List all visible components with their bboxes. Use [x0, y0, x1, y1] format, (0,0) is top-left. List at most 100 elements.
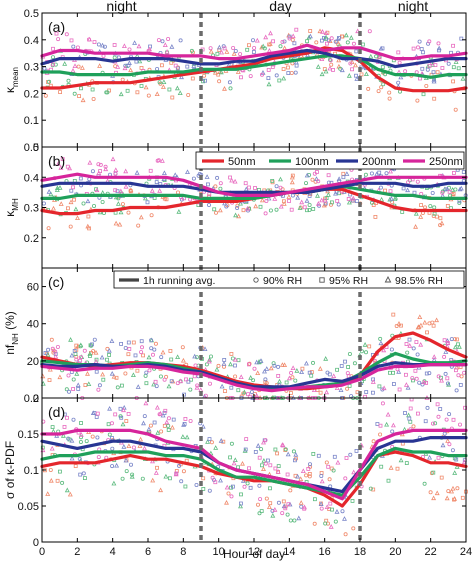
- legend-box: [113, 270, 465, 289]
- scatter-point: [420, 66, 425, 71]
- scatter-point: [65, 415, 69, 420]
- scatter-point: [431, 323, 436, 328]
- scatter-point: [440, 190, 445, 195]
- scatter-point: [231, 460, 237, 466]
- scatter-point: [122, 65, 128, 71]
- scatter-point: [213, 445, 219, 450]
- scatter-point: [368, 486, 373, 491]
- scatter-point: [305, 208, 309, 213]
- scatter-point: [413, 210, 419, 216]
- scatter-point: [119, 415, 124, 420]
- scatter-point: [247, 361, 252, 366]
- scatter-point: [373, 214, 378, 219]
- scatter-point: [100, 371, 106, 377]
- x-tick-label: 6: [145, 546, 151, 558]
- scatter-point: [278, 176, 283, 182]
- scatter-point: [248, 375, 254, 380]
- series-line-100nm: [40, 184, 468, 200]
- scatter-point: [126, 352, 131, 357]
- scatter-point: [143, 373, 148, 378]
- scatter-point: [45, 491, 51, 496]
- scatter-point: [115, 201, 121, 206]
- scatter-point: [191, 63, 197, 68]
- y-axis-label-main: κ: [3, 210, 17, 217]
- scatter-point: [276, 500, 281, 505]
- scatter-point: [461, 170, 466, 174]
- scatter-point: [207, 381, 212, 386]
- scatter-point: [366, 86, 371, 91]
- scatter-point: [254, 392, 260, 398]
- scatter-point: [235, 203, 240, 208]
- scatter-point: [208, 48, 214, 54]
- panel-label: (a): [48, 19, 65, 35]
- scatter-point: [347, 351, 352, 356]
- scatter-point: [323, 30, 329, 35]
- scatter-point: [79, 435, 84, 440]
- scatter-point: [201, 79, 206, 84]
- scatter-point: [250, 38, 255, 43]
- scatter-point: [263, 34, 269, 40]
- scatter-point: [218, 186, 223, 191]
- y-axis-label: κMH: [3, 198, 20, 217]
- scatter-point: [414, 340, 419, 345]
- scatter-point: [444, 417, 449, 422]
- scatter-point: [285, 451, 291, 457]
- scatter-point: [48, 467, 53, 472]
- scatter-point: [143, 400, 149, 406]
- scatter-point: [324, 504, 330, 509]
- scatter-point: [281, 503, 287, 509]
- scatter-point: [175, 66, 180, 71]
- scatter-point: [446, 61, 451, 66]
- scatter-point: [233, 374, 238, 379]
- scatter-point: [109, 370, 115, 376]
- scatter-point: [449, 337, 454, 342]
- y-tick-label: 0: [33, 537, 39, 549]
- scatter-point: [107, 405, 113, 411]
- scatter-point: [329, 36, 334, 41]
- scatter-point: [150, 477, 156, 483]
- scatter-point: [345, 371, 350, 376]
- scatter-point: [450, 191, 456, 197]
- scatter-point: [193, 363, 198, 368]
- scatter-point: [159, 355, 164, 360]
- scatter-point: [319, 197, 325, 203]
- scatter-point: [274, 207, 279, 212]
- scatter-point: [285, 472, 290, 477]
- scatter-point: [431, 354, 437, 359]
- series-line-200nm: [40, 436, 468, 494]
- scatter-point: [62, 424, 67, 429]
- scatter-point: [121, 43, 127, 48]
- scatter-point: [346, 365, 351, 369]
- scatter-point: [270, 512, 276, 518]
- scatter-point: [297, 205, 303, 210]
- scatter-point: [415, 411, 420, 416]
- scatter-point: [182, 392, 187, 397]
- scatter-point: [307, 471, 312, 476]
- scatter-point: [271, 361, 276, 366]
- scatter-point: [396, 80, 401, 85]
- scatter-point: [72, 91, 77, 96]
- scatter-point: [379, 464, 384, 469]
- scatter-point: [424, 371, 429, 376]
- scatter-point: [240, 478, 246, 483]
- scatter-point: [55, 478, 60, 483]
- scatter-point: [162, 42, 168, 47]
- scatter-point: [427, 39, 432, 44]
- scatter-point: [146, 426, 152, 432]
- scatter-point: [328, 58, 333, 63]
- scatter-point: [147, 368, 152, 373]
- scatter-point: [407, 416, 412, 421]
- scatter-point: [423, 419, 428, 424]
- scatter-point: [394, 323, 399, 328]
- scatter-point: [372, 358, 377, 363]
- scatter-point: [381, 82, 386, 87]
- scatter-point: [456, 373, 461, 378]
- scatter-point: [141, 420, 146, 426]
- scatter-point: [222, 200, 228, 206]
- scatter-point: [106, 422, 111, 427]
- scatter-point: [49, 337, 54, 342]
- legend-marker-triangle: [384, 276, 392, 283]
- scatter-point: [160, 84, 166, 89]
- scatter-point: [51, 62, 55, 67]
- scatter-point: [88, 354, 92, 358]
